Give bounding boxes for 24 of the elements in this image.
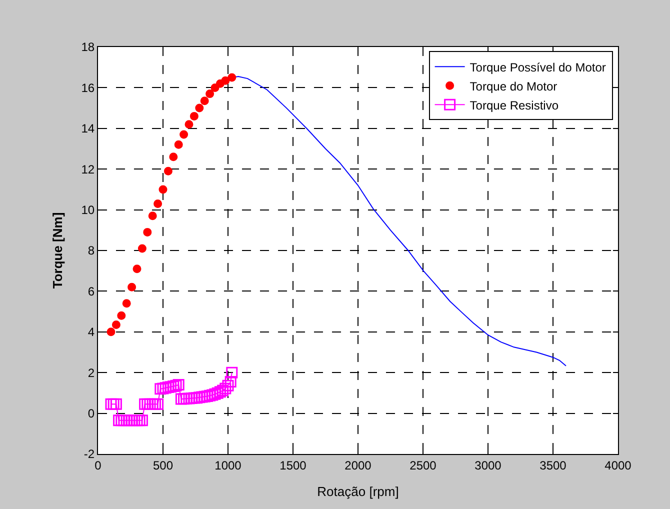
y-tick-label: 18: [81, 40, 95, 54]
x-tick-label: 1500: [280, 458, 307, 472]
y-tick-label: 8: [88, 244, 95, 258]
y-tick-label: 6: [88, 284, 95, 298]
x-tick-label: 2500: [410, 458, 437, 472]
legend-label: Torque Resistivo: [470, 98, 559, 112]
y-axis-title: Torque [Nm]: [50, 212, 66, 289]
x-tick-label: 1000: [214, 458, 242, 472]
x-tick-label: 2000: [344, 458, 372, 472]
legend-label: Torque do Motor: [470, 79, 558, 94]
y-tick-label: 10: [81, 203, 95, 217]
y-tick-label: 12: [81, 162, 95, 176]
x-tick-label: 3000: [474, 458, 502, 472]
y-tick-label: 14: [81, 122, 95, 136]
y-tick-label: -2: [84, 447, 95, 462]
x-axis-title: Rotação [rpm]: [317, 484, 399, 499]
x-tick-label: 4000: [604, 458, 632, 472]
x-tick-label: 3500: [540, 458, 567, 472]
y-tick-label: 16: [81, 80, 95, 95]
y-tick-label: 2: [88, 366, 95, 380]
y-tick-label: 0: [88, 406, 95, 420]
legend-label: Torque Possível do Motor: [470, 60, 606, 74]
x-tick-label: 500: [152, 458, 174, 472]
y-tick-label: 4: [88, 325, 95, 340]
